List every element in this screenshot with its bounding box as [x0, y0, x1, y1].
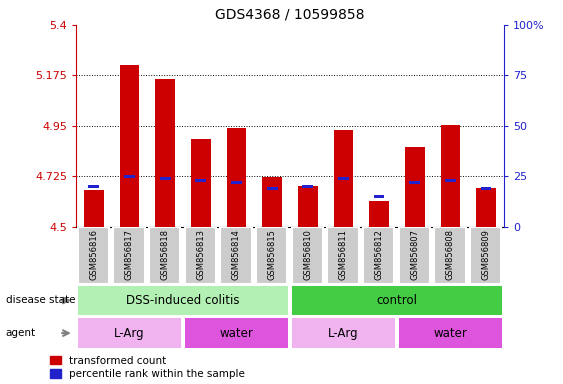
Text: GSM856817: GSM856817 [125, 230, 134, 280]
Bar [262, 177, 282, 227]
Text: GSM856815: GSM856815 [267, 230, 276, 280]
Bar [298, 186, 318, 227]
Text: water: water [434, 327, 467, 339]
Text: GSM856811: GSM856811 [339, 230, 348, 280]
FancyBboxPatch shape [435, 227, 466, 283]
Bar [155, 79, 175, 227]
FancyBboxPatch shape [292, 227, 323, 283]
Bar [84, 190, 104, 227]
Text: GSM856812: GSM856812 [374, 230, 383, 280]
Text: water: water [220, 327, 253, 339]
FancyBboxPatch shape [399, 227, 430, 283]
FancyBboxPatch shape [78, 286, 288, 315]
Bar [445, 179, 456, 182]
Text: GSM856813: GSM856813 [196, 230, 205, 280]
FancyBboxPatch shape [185, 318, 288, 348]
Bar [227, 128, 246, 227]
FancyBboxPatch shape [399, 318, 502, 348]
Bar [267, 187, 278, 190]
Bar [334, 130, 353, 227]
Bar [405, 147, 425, 227]
Text: GSM856807: GSM856807 [410, 230, 419, 280]
Text: GSM856810: GSM856810 [303, 230, 312, 280]
FancyBboxPatch shape [78, 318, 181, 348]
FancyBboxPatch shape [292, 286, 502, 315]
Bar [481, 187, 491, 190]
Bar [120, 65, 139, 227]
Text: agent: agent [6, 328, 36, 338]
FancyBboxPatch shape [114, 227, 145, 283]
Text: GSM856816: GSM856816 [90, 230, 99, 280]
Bar [88, 185, 99, 188]
FancyBboxPatch shape [470, 227, 502, 283]
Legend: transformed count, percentile rank within the sample: transformed count, percentile rank withi… [50, 356, 245, 379]
FancyBboxPatch shape [292, 318, 395, 348]
Bar [374, 195, 385, 198]
Bar [338, 177, 349, 180]
Text: control: control [377, 294, 417, 307]
Bar [476, 189, 496, 227]
Bar [369, 201, 389, 227]
Text: GSM856809: GSM856809 [481, 230, 490, 280]
Bar [441, 125, 460, 227]
Text: disease state: disease state [6, 295, 75, 306]
FancyBboxPatch shape [149, 227, 181, 283]
Bar [231, 180, 242, 184]
Text: DSS-induced colitis: DSS-induced colitis [126, 294, 240, 307]
Bar [195, 179, 206, 182]
Text: GSM856814: GSM856814 [232, 230, 241, 280]
Title: GDS4368 / 10599858: GDS4368 / 10599858 [215, 7, 365, 21]
Text: L-Arg: L-Arg [328, 327, 359, 339]
Bar [124, 175, 135, 178]
FancyBboxPatch shape [221, 227, 252, 283]
FancyBboxPatch shape [185, 227, 216, 283]
FancyBboxPatch shape [363, 227, 395, 283]
FancyBboxPatch shape [256, 227, 288, 283]
Bar [191, 139, 211, 227]
Bar [409, 180, 420, 184]
Text: GSM856818: GSM856818 [160, 230, 169, 280]
Text: L-Arg: L-Arg [114, 327, 145, 339]
FancyBboxPatch shape [78, 227, 109, 283]
Bar [160, 177, 171, 180]
Bar [302, 185, 313, 188]
FancyBboxPatch shape [328, 227, 359, 283]
Text: GSM856808: GSM856808 [446, 230, 455, 280]
